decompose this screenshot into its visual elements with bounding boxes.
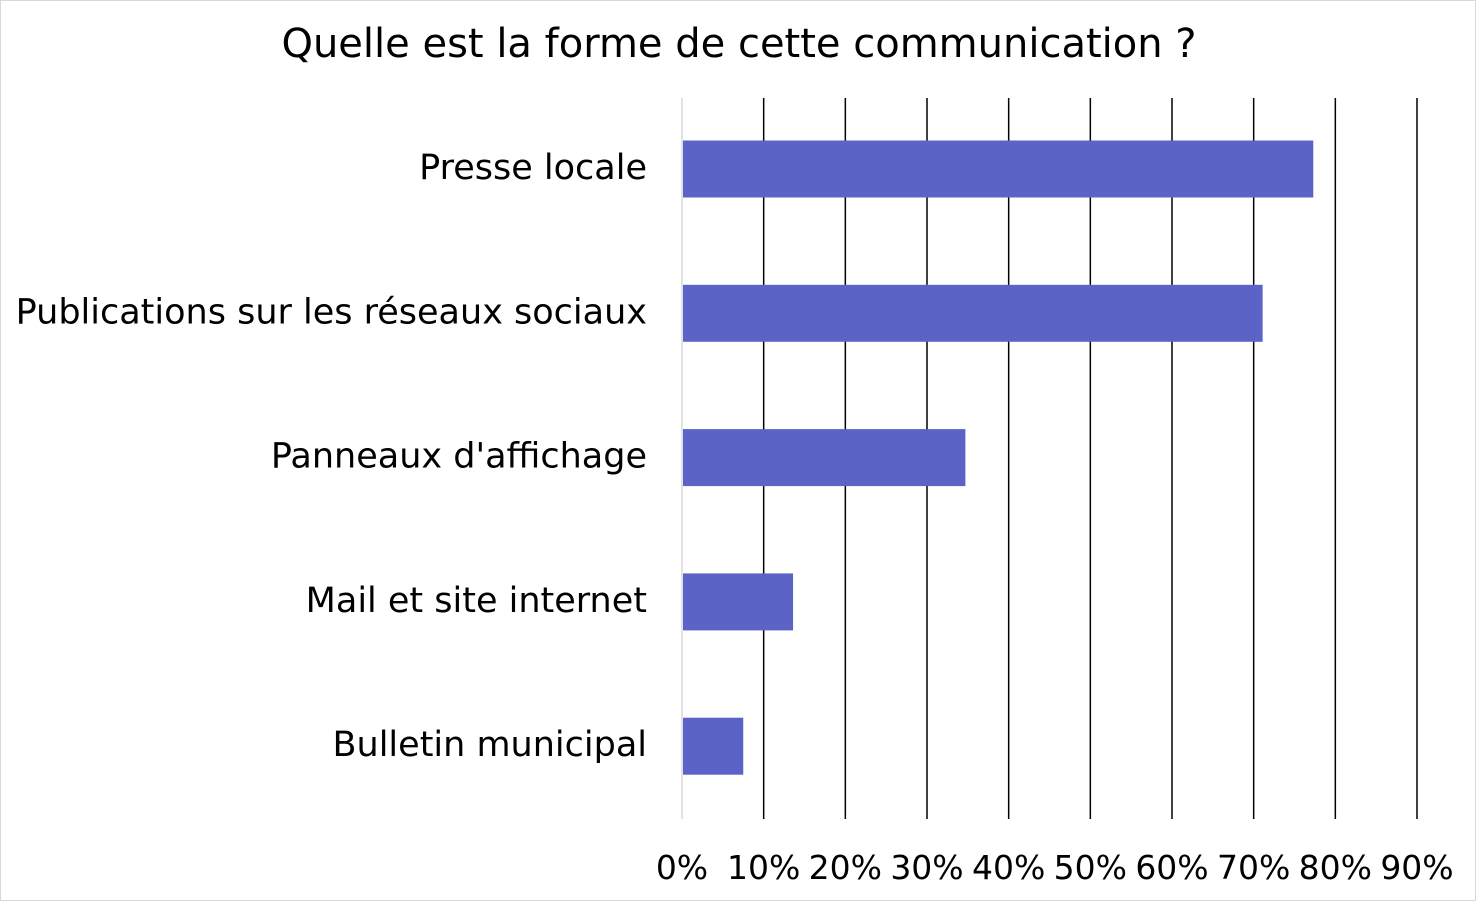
x-tick-label: 10% (727, 848, 800, 887)
x-tick-label: 60% (1135, 848, 1208, 887)
category-label: Presse locale (419, 148, 647, 188)
x-tick-label: 40% (972, 848, 1045, 887)
category-label: Bulletin municipal (333, 725, 647, 765)
bar-3 (683, 573, 794, 631)
x-tick-label: 30% (890, 848, 963, 887)
x-tick-label: 0% (656, 848, 708, 887)
category-label: Publications sur les réseaux sociaux (16, 292, 647, 332)
category-label: Mail et site internet (306, 581, 647, 621)
bar-4 (683, 717, 744, 775)
x-tick-label: 50% (1054, 848, 1127, 887)
bar-1 (683, 284, 1263, 342)
bar-0 (683, 140, 1314, 198)
bar-2 (683, 429, 966, 487)
x-tick-label: 90% (1380, 848, 1453, 887)
category-label: Panneaux d'affichage (271, 437, 647, 477)
x-tick-label: 70% (1217, 848, 1290, 887)
x-tick-label: 80% (1299, 848, 1372, 887)
chart-title: Quelle est la forme de cette communicati… (281, 21, 1197, 67)
x-tick-label: 20% (809, 848, 882, 887)
